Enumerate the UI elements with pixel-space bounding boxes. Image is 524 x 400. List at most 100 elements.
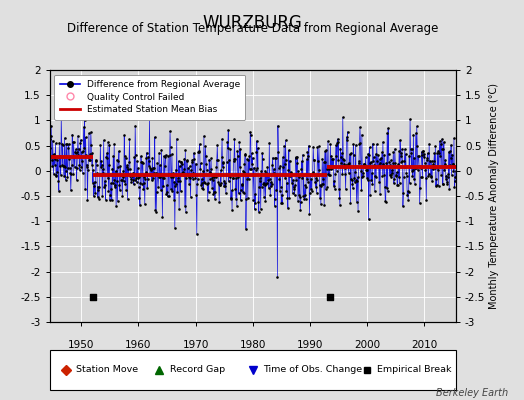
Point xyxy=(318,156,326,162)
Point xyxy=(432,183,440,190)
Point xyxy=(94,184,102,190)
Point xyxy=(74,133,82,139)
Point xyxy=(136,179,145,186)
Point xyxy=(178,161,187,167)
Point xyxy=(63,174,72,180)
Point xyxy=(180,155,189,162)
Point xyxy=(418,174,427,180)
Point xyxy=(445,186,453,192)
Point xyxy=(341,171,350,178)
Point xyxy=(217,180,225,186)
Point xyxy=(425,164,434,170)
Point xyxy=(171,224,179,231)
Point xyxy=(377,154,385,161)
Point xyxy=(112,178,121,184)
Point xyxy=(79,148,88,154)
Point xyxy=(213,142,222,148)
Point xyxy=(179,172,187,178)
Point xyxy=(450,135,458,142)
Point xyxy=(242,226,250,232)
Point xyxy=(446,162,454,168)
Point xyxy=(368,170,376,176)
Point xyxy=(95,196,103,202)
Point xyxy=(135,184,143,190)
Point xyxy=(172,136,181,142)
Point xyxy=(195,148,203,154)
Point xyxy=(224,145,232,152)
Point xyxy=(443,181,452,188)
Point xyxy=(401,146,409,152)
Point xyxy=(141,176,149,182)
Point xyxy=(165,192,173,199)
Point xyxy=(193,181,201,187)
Point xyxy=(52,172,61,178)
Point xyxy=(72,150,80,156)
Point xyxy=(160,175,169,182)
Point xyxy=(385,150,393,157)
Point xyxy=(101,182,110,188)
Point xyxy=(226,196,235,202)
Point xyxy=(85,130,93,136)
Point xyxy=(166,128,174,134)
Point xyxy=(423,150,432,156)
Point xyxy=(288,170,297,177)
Point xyxy=(124,171,133,177)
Point xyxy=(279,172,288,179)
Point xyxy=(276,162,285,169)
Point xyxy=(388,170,397,176)
Text: Record Gap: Record Gap xyxy=(170,366,225,374)
Point xyxy=(257,206,265,212)
Point xyxy=(186,175,194,182)
Point xyxy=(274,148,282,155)
Point xyxy=(169,170,178,177)
Point xyxy=(239,168,247,174)
Point xyxy=(362,154,370,161)
Point xyxy=(237,181,246,187)
Point xyxy=(277,183,285,190)
Point xyxy=(300,192,309,198)
Point xyxy=(88,150,96,157)
Point xyxy=(216,167,225,173)
Point xyxy=(209,177,217,184)
Point xyxy=(77,137,85,143)
Point xyxy=(121,181,129,187)
Point xyxy=(309,144,318,150)
Point xyxy=(91,178,99,185)
Text: 1950: 1950 xyxy=(68,340,94,350)
Point xyxy=(314,172,323,178)
Point xyxy=(342,134,351,140)
Point xyxy=(145,114,154,121)
Point xyxy=(435,138,444,144)
Point xyxy=(444,171,452,177)
Point xyxy=(223,139,232,145)
Point xyxy=(407,168,416,174)
Point xyxy=(304,179,312,185)
Point xyxy=(101,178,109,184)
Point xyxy=(328,155,336,162)
Point xyxy=(334,138,343,145)
Point xyxy=(198,180,206,186)
Point xyxy=(283,205,292,212)
Point xyxy=(137,153,145,159)
Point xyxy=(130,176,139,183)
Point xyxy=(105,162,113,168)
Point xyxy=(415,163,423,169)
Point xyxy=(390,146,399,152)
Point xyxy=(204,188,213,195)
Point xyxy=(432,176,441,182)
Point xyxy=(382,160,390,166)
Point xyxy=(344,161,352,167)
Text: 2010: 2010 xyxy=(411,340,438,350)
Point xyxy=(189,176,197,182)
Point xyxy=(326,141,334,147)
Point xyxy=(303,149,312,155)
Point xyxy=(278,154,287,161)
Point xyxy=(319,181,328,188)
Point xyxy=(264,177,272,184)
Point xyxy=(171,183,180,190)
Point xyxy=(256,175,264,182)
Point xyxy=(392,173,400,179)
Point xyxy=(139,174,148,181)
Point xyxy=(90,183,99,189)
Point xyxy=(200,178,209,185)
